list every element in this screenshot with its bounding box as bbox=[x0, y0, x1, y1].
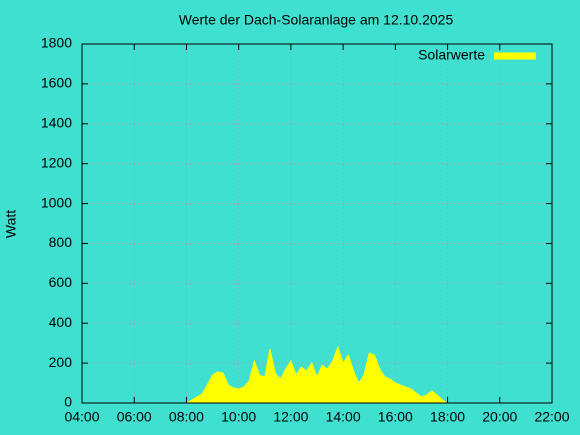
x-tick-label: 16:00 bbox=[378, 409, 413, 425]
x-tick-label: 10:00 bbox=[221, 409, 256, 425]
y-tick-label: 1200 bbox=[41, 154, 72, 170]
y-tick-label: 1800 bbox=[41, 35, 72, 51]
y-axis-label: Watt bbox=[3, 210, 19, 238]
y-tick-label: 1600 bbox=[41, 75, 72, 91]
y-tick-label: 400 bbox=[49, 314, 73, 330]
x-tick-label: 18:00 bbox=[430, 409, 465, 425]
x-tick-label: 20:00 bbox=[482, 409, 517, 425]
y-tick-label: 0 bbox=[64, 394, 72, 410]
y-tick-label: 200 bbox=[49, 354, 73, 370]
area bbox=[184, 345, 450, 404]
y-tick-label: 800 bbox=[49, 234, 73, 250]
y-tick-label: 1000 bbox=[41, 194, 72, 210]
legend-label: Solarwerte bbox=[418, 47, 485, 63]
x-tick-label: 08:00 bbox=[169, 409, 204, 425]
y-tick-label: 1400 bbox=[41, 114, 72, 130]
x-tick-label: 14:00 bbox=[326, 409, 361, 425]
x-tick-label: 12:00 bbox=[273, 409, 308, 425]
x-tick-label: 22:00 bbox=[534, 409, 569, 425]
x-tick-label: 06:00 bbox=[117, 409, 152, 425]
y-tick-label: 600 bbox=[49, 274, 73, 290]
plot-border bbox=[81, 43, 553, 404]
chart-title: Werte der Dach-Solaranlage am 12.10.2025 bbox=[179, 12, 454, 28]
x-tick-label: 04:00 bbox=[64, 409, 99, 425]
